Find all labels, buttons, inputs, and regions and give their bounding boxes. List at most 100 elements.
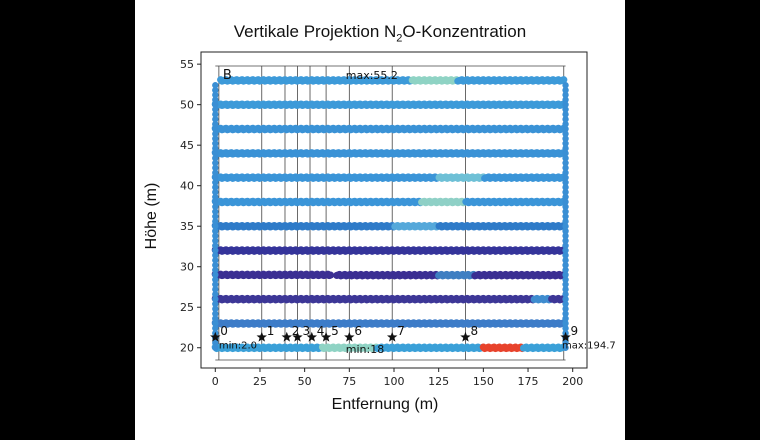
scatter-series (211, 294, 568, 304)
station-star-marker (560, 331, 571, 342)
scatter-point (562, 208, 569, 215)
scatter-point (212, 164, 219, 172)
scatter-point (212, 286, 219, 293)
scatter-point (212, 295, 219, 303)
scatter-point (212, 193, 219, 201)
scatter-point (212, 184, 219, 191)
scatter-point (212, 101, 219, 108)
scatter-point (562, 116, 569, 123)
min-height-annotation: min:18 (346, 343, 384, 356)
scatter-point (212, 145, 219, 152)
scatter-point (562, 257, 569, 264)
scatter-series (211, 270, 567, 280)
scatter-point (562, 91, 569, 99)
scatter-point (562, 203, 569, 210)
scatter-point (212, 257, 219, 264)
scatter-point (212, 320, 219, 327)
scatter-point (212, 82, 219, 89)
y-tick-label: 20 (180, 342, 194, 355)
station-star-marker (292, 331, 303, 342)
scatter-point (212, 150, 219, 157)
chart-title: Vertikale Projektion N2O-Konzentration (233, 22, 527, 45)
station-star-marker (320, 331, 332, 342)
scatter-point (562, 223, 569, 230)
scatter-point (562, 247, 569, 254)
scatter-point (212, 140, 219, 147)
scatter-point (562, 227, 569, 235)
station-label: 6 (354, 324, 362, 338)
scatter-point (212, 261, 219, 269)
scatter-point (562, 135, 569, 142)
scatter-point (212, 120, 219, 128)
x-tick-label: 25 (253, 375, 267, 388)
scatter-point (212, 247, 219, 254)
scatter-point (212, 135, 219, 142)
station-label: 5 (331, 324, 339, 338)
scatter-point (562, 261, 569, 269)
x-tick-label: 150 (473, 375, 494, 388)
scatter-point (562, 130, 569, 138)
station-star-marker (256, 331, 267, 342)
scatter-point (212, 154, 219, 162)
scatter-point (562, 310, 569, 317)
scatter-point (212, 91, 219, 99)
scatter-point (212, 86, 219, 94)
scatter-series (211, 173, 568, 182)
scatter-series (211, 246, 568, 255)
x-tick-label: 175 (518, 375, 539, 388)
scatter-point (212, 179, 219, 186)
scatter-point (562, 286, 569, 293)
scatter-point (212, 188, 219, 196)
scatter-series (211, 124, 568, 134)
scatter-point (562, 101, 569, 108)
scatter-point (562, 193, 569, 201)
scatter-point (562, 295, 569, 303)
station-star-marker (306, 331, 318, 342)
scatter-point (562, 150, 569, 157)
scatter-point (560, 76, 568, 84)
scatter-point (562, 140, 569, 147)
scatter-point (212, 339, 219, 347)
scatter-point (562, 111, 569, 118)
scatter-point (562, 96, 569, 104)
y-tick-label: 50 (180, 99, 194, 112)
scatter-point (212, 106, 219, 113)
scatter-point (212, 96, 219, 104)
y-tick-label: 55 (180, 58, 194, 71)
y-tick-label: 45 (180, 139, 194, 152)
station-label: 9 (571, 324, 579, 338)
scatter-point (562, 125, 569, 133)
x-tick-label: 50 (298, 375, 312, 388)
scatter-point (562, 145, 569, 152)
station-label: 0 (220, 324, 228, 338)
scatter-point (562, 300, 569, 308)
scatter-point (212, 237, 219, 244)
station-label: 7 (397, 324, 405, 338)
scatter-point (562, 184, 569, 191)
scatter-point (562, 242, 569, 249)
scatter-point (212, 213, 219, 220)
scatter-point (562, 305, 569, 313)
min-concentration-annotation: min:2.0 (219, 341, 257, 352)
x-tick-label: 0 (212, 375, 219, 388)
x-tick-label: 75 (342, 375, 356, 388)
panel-label: B (223, 68, 232, 83)
y-axis-label: Höhe (m) (143, 182, 160, 250)
x-tick-label: 100 (384, 375, 405, 388)
scatter-series (217, 76, 568, 85)
y-tick-label: 35 (180, 220, 194, 233)
scatter-point (212, 169, 219, 176)
station-star-marker (386, 331, 398, 342)
scatter-point (212, 291, 219, 298)
station-star-marker (281, 331, 293, 342)
scatter-point (562, 174, 569, 181)
max-height-annotation: max:55.2 (346, 69, 398, 82)
station-star-marker (210, 331, 221, 342)
scatter-point (562, 271, 569, 279)
scatter-point (562, 198, 569, 206)
scatter-point (212, 111, 219, 118)
scatter-series (211, 197, 568, 207)
scatter-point (562, 154, 569, 162)
scatter-point (562, 106, 569, 113)
